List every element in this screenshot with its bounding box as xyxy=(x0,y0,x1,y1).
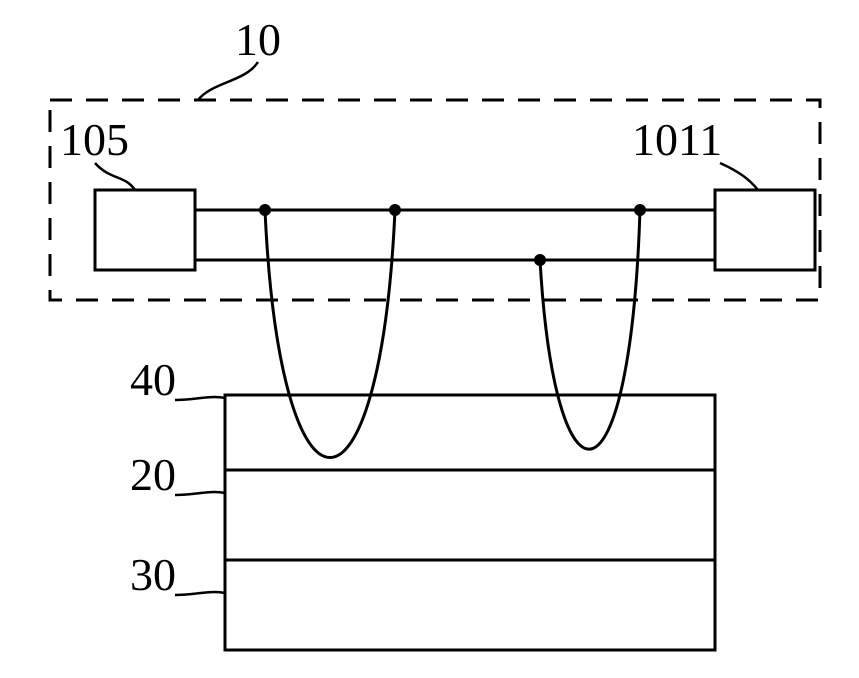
label-10: 10 xyxy=(235,14,281,65)
leader-line xyxy=(175,492,225,495)
leader-line xyxy=(198,62,258,100)
layer-rect-20 xyxy=(225,470,715,560)
label-1011: 1011 xyxy=(632,114,722,165)
label-40: 40 xyxy=(130,354,176,405)
block-105 xyxy=(95,190,195,270)
label-20: 20 xyxy=(130,449,176,500)
diagram-canvas: 10 105 1011 40 20 30 xyxy=(0,0,859,678)
layer-rect-30 xyxy=(225,560,715,650)
connection-curve-1 xyxy=(265,210,395,458)
leader-line xyxy=(175,592,225,595)
layer-rect-40 xyxy=(225,395,715,470)
label-105: 105 xyxy=(60,114,129,165)
label-30: 30 xyxy=(130,549,176,600)
connection-curve-2 xyxy=(540,210,640,449)
block-1011 xyxy=(715,190,815,270)
leader-line xyxy=(720,163,758,190)
leader-line xyxy=(95,163,135,190)
leader-line xyxy=(175,397,225,400)
